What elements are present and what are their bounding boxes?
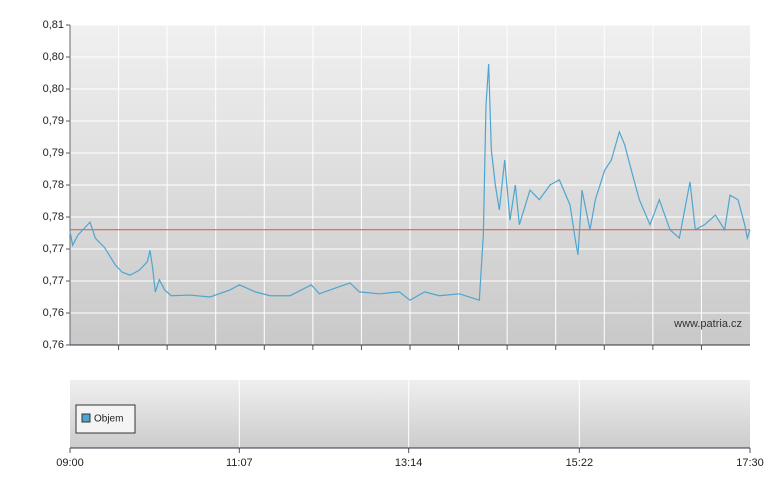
watermark: www.patria.cz	[673, 318, 742, 330]
x-tick-label: 15:22	[566, 457, 594, 469]
volume-legend-label: Objem	[94, 414, 123, 425]
y-tick-label: 0,79	[43, 115, 64, 127]
x-tick-label: 11:07	[226, 457, 253, 469]
y-tick-label: 0,77	[43, 275, 64, 287]
volume-legend-swatch	[81, 413, 91, 423]
y-tick-label: 0,80	[43, 83, 64, 95]
price-line	[69, 64, 751, 302]
y-tick-label: 0,77	[43, 243, 64, 255]
y-tick-label: 0,79	[43, 147, 64, 159]
x-tick-label: 13:14	[395, 457, 423, 469]
x-tick-label: 17:30	[736, 457, 764, 469]
y-tick-label: 0,76	[43, 307, 64, 319]
x-tick-label: 09:00	[56, 457, 84, 469]
y-tick-label: 0,81	[43, 19, 64, 31]
y-tick-label: 0,80	[43, 51, 64, 63]
y-tick-label: 0,76	[43, 339, 64, 351]
y-tick-label: 0,78	[43, 179, 64, 191]
y-tick-label: 0,78	[43, 211, 64, 223]
volume-panel	[70, 380, 750, 448]
